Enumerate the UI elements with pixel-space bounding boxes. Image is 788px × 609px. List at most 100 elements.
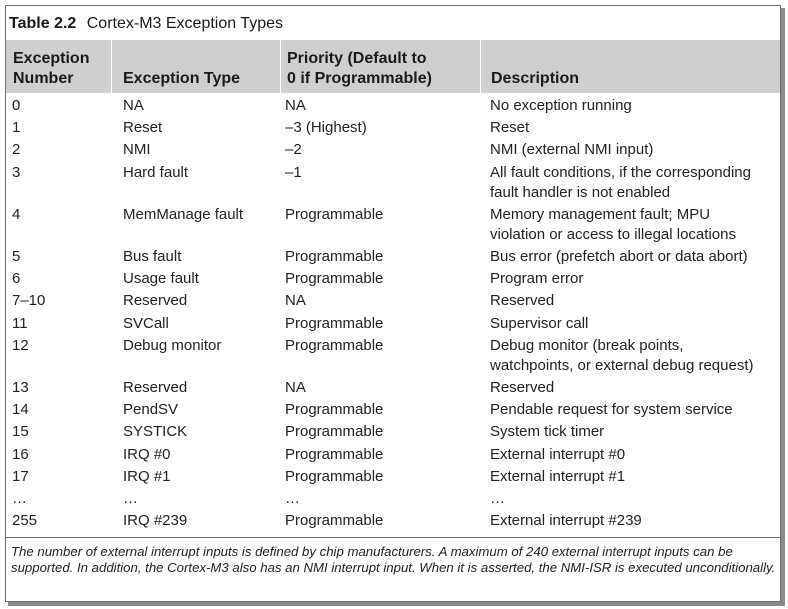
table-row: 2 NMI –2 NMI (external NMI input)	[6, 140, 780, 160]
header-priority-line-2: 0 if Programmable)	[287, 70, 432, 87]
cell-exception-number: 5	[12, 248, 21, 265]
header-exception-number-line-2: Number	[13, 70, 74, 87]
cell-description-line: Reserved	[490, 379, 555, 396]
cell-priority: NA	[285, 292, 306, 310]
table-row: … … … …	[6, 489, 780, 509]
cell-description-line: Memory management fault; MPU	[490, 205, 711, 223]
cell-description-line: All fault conditions, if the correspondi…	[490, 163, 751, 181]
frame-shadow-right	[781, 8, 785, 605]
cell-priority: Programmable	[285, 445, 384, 463]
footnote-divider	[6, 537, 780, 538]
header-separator	[111, 40, 112, 93]
cell-priority: –1	[285, 163, 302, 181]
cell-exception-type: Reserved	[123, 379, 188, 396]
cell-priority: Programmable	[285, 401, 384, 419]
cell-description-line: NMI (external NMI input)	[490, 141, 654, 159]
cell-description-line: External interrupt #1	[490, 467, 626, 485]
cell-priority: NA	[285, 97, 306, 114]
cell-description: External interrupt #239	[490, 511, 775, 531]
cell-exception-type: NA	[123, 97, 144, 114]
cell-description-line: …	[490, 490, 505, 507]
cell-description-line: Pendable request for system service	[490, 401, 733, 419]
table-frame	[5, 5, 781, 602]
cell-description: All fault conditions, if the correspondi…	[490, 163, 775, 203]
cell-description: Program error	[490, 269, 775, 289]
cell-description-line: External interrupt #239	[490, 512, 642, 530]
cell-description: Pendable request for system service	[490, 400, 775, 420]
header-exception-type: Exception Type	[111, 40, 280, 93]
cell-exception-number: 0	[12, 97, 21, 114]
table-row: 4 MemManage fault Programmable Memory manag…	[6, 205, 780, 245]
cell-exception-number: 15	[12, 423, 29, 441]
table-row: 15 SYSTICK Programmable System tick timer	[6, 422, 780, 442]
cell-exception-number: 13	[12, 379, 29, 396]
cell-priority: Programmable	[285, 270, 384, 288]
cell-description-line: External interrupt #0	[490, 445, 626, 463]
header-description-line-1: Description	[491, 70, 580, 87]
cell-description: External interrupt #1	[490, 467, 775, 487]
table-row: 0 NA NA No exception running	[6, 96, 780, 116]
cell-exception-number: 6	[12, 270, 21, 288]
cell-description: Supervisor call	[490, 314, 775, 334]
table-row: 255 IRQ #239 Programmable External interrup…	[6, 511, 780, 531]
cell-priority: –3 (Highest)	[285, 119, 367, 137]
table-footnote: The number of external interrupt inputs …	[11, 544, 776, 575]
cell-description-line: watchpoints, or external debug request)	[490, 356, 754, 374]
header-separator	[480, 40, 481, 93]
cell-exception-type: SYSTICK	[123, 423, 188, 441]
header-exception-number-line-1: Exception	[13, 50, 90, 67]
table-row: 3 Hard fault –1 All fault conditions, if th…	[6, 163, 780, 203]
table-row: 13 Reserved NA Reserved	[6, 378, 780, 398]
cell-description-line: No exception running	[490, 97, 632, 114]
cell-exception-type: NMI	[123, 141, 151, 159]
cell-exception-number: 16	[12, 445, 29, 463]
cell-priority: Programmable	[285, 423, 384, 441]
cell-exception-number: 11	[12, 314, 28, 332]
cell-priority: Programmable	[285, 336, 384, 354]
table-row: 12 Debug monitor Programmable Debug monitor…	[6, 336, 780, 376]
header-description: Description	[480, 40, 780, 93]
cell-exception-number: 3	[12, 163, 21, 181]
cell-description: Bus error (prefetch abort or data abort)	[490, 247, 775, 267]
cell-description: Debug monitor (break points, watchpoints,…	[490, 336, 775, 376]
table-row: 7–10 Reserved NA Reserved	[6, 291, 780, 311]
cell-exception-number: 255	[12, 512, 38, 530]
cell-priority: Programmable	[285, 248, 384, 265]
cell-description: …	[490, 489, 775, 509]
table-header: Exception Number Exception Type Priority…	[6, 40, 780, 93]
cell-description-line: Reset	[490, 119, 530, 137]
cell-exception-number: …	[12, 490, 27, 507]
cell-priority: Programmable	[285, 467, 384, 485]
cell-description-line: Debug monitor (break points,	[490, 336, 684, 354]
table-row: 1 Reset –3 (Highest) Reset	[6, 118, 780, 138]
cell-priority: …	[285, 490, 300, 507]
cell-exception-number: 7–10	[12, 292, 46, 310]
table-row: 6 Usage fault Programmable Program error	[6, 269, 780, 289]
cell-description-line: Program error	[490, 270, 584, 288]
cell-exception-type: Reset	[123, 119, 163, 137]
table-caption: Table 2.2 Cortex-M3 Exception Types	[9, 9, 283, 39]
cell-exception-number: 1	[12, 119, 21, 137]
table-row: 16 IRQ #0 Programmable External interrupt #…	[6, 445, 780, 465]
cell-exception-number: 12	[12, 336, 29, 354]
cell-description-line: Supervisor call	[490, 314, 589, 332]
cell-priority: NA	[285, 379, 306, 396]
cell-description: System tick timer	[490, 422, 775, 442]
cell-priority: Programmable	[285, 205, 384, 223]
cell-exception-type: MemManage fault	[123, 205, 244, 223]
cell-description: Memory management fault; MPU violation or…	[490, 205, 775, 245]
cell-description: No exception running	[490, 96, 775, 116]
cell-exception-type: IRQ #1	[123, 467, 171, 485]
cell-exception-type: Reserved	[123, 292, 188, 310]
header-separator	[280, 40, 281, 93]
cell-exception-number: 17	[12, 467, 29, 485]
header-exception-number: Exception Number	[6, 40, 111, 93]
cell-description-line: violation or access to illegal locations	[490, 225, 736, 243]
frame-shadow-bottom	[8, 602, 785, 606]
cell-exception-type: SVCall	[123, 314, 169, 332]
cell-exception-type: IRQ #239	[123, 512, 188, 530]
cell-description: Reserved	[490, 291, 775, 311]
cell-exception-type: Debug monitor	[123, 336, 222, 354]
cell-exception-type: …	[123, 490, 138, 507]
cell-description: Reset	[490, 118, 775, 138]
